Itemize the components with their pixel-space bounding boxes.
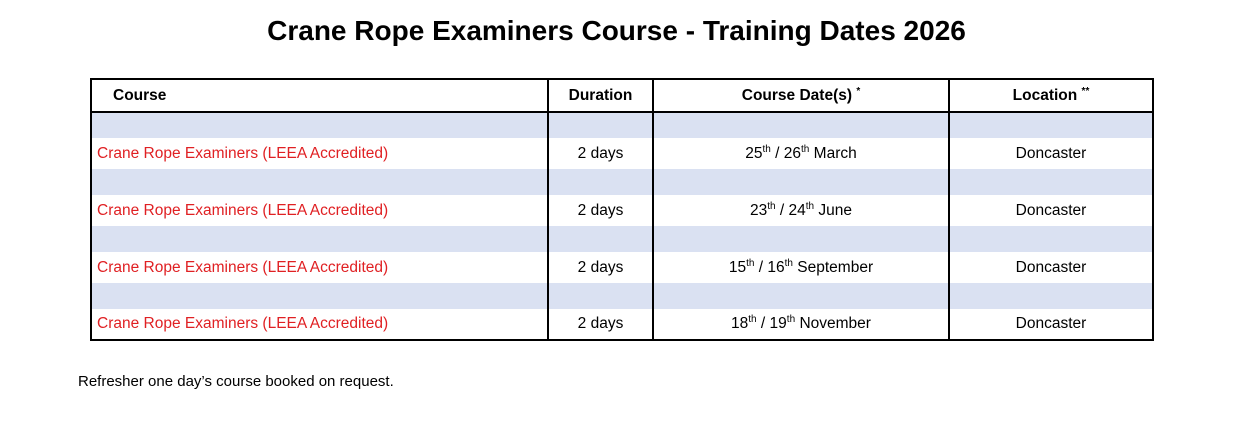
course-cell: Crane Rope Examiners (LEEA Accredited) [90, 309, 549, 340]
header-course-dates: Course Date(s) * [652, 79, 950, 113]
dates-cell: 23th / 24th June [652, 195, 950, 226]
location-cell: Doncaster [948, 138, 1154, 169]
dates-cell: 15th / 16th September [652, 252, 950, 283]
duration-cell: 2 days [547, 138, 654, 169]
location-cell: Doncaster [948, 195, 1154, 226]
header-duration: Duration [547, 79, 654, 113]
location-footnote-mark: ** [1081, 85, 1090, 97]
training-dates-table: Course Duration Course Date(s) * Locatio… [90, 78, 1154, 341]
course-cell: Crane Rope Examiners (LEEA Accredited) [90, 195, 549, 226]
duration-cell: 2 days [547, 252, 654, 283]
spacer-row [90, 112, 1154, 138]
dates-cell: 25th / 26th March [652, 138, 950, 169]
dates-cell: 18th / 19th November [652, 309, 950, 340]
header-location-label: Location [1012, 86, 1078, 104]
header-location: Location ** [948, 79, 1154, 113]
page-title: Crane Rope Examiners Course - Training D… [267, 15, 966, 46]
spacer-row [90, 226, 1154, 252]
header-course: Course [90, 79, 549, 113]
spacer-row [90, 283, 1154, 309]
table-row: Crane Rope Examiners (LEEA Accredited) 2… [90, 138, 1154, 169]
table-row: Crane Rope Examiners (LEEA Accredited) 2… [90, 195, 1154, 226]
course-cell: Crane Rope Examiners (LEEA Accredited) [90, 252, 549, 283]
header-course-dates-label: Course Date(s) [741, 86, 853, 104]
duration-cell: 2 days [547, 195, 654, 226]
table-row: Crane Rope Examiners (LEEA Accredited) 2… [90, 252, 1154, 283]
footnote: Refresher one day’s course booked on req… [78, 373, 394, 390]
duration-cell: 2 days [547, 309, 654, 340]
spacer-row [90, 169, 1154, 195]
dates-footnote-mark: * [856, 85, 861, 97]
course-cell: Crane Rope Examiners (LEEA Accredited) [90, 138, 549, 169]
location-cell: Doncaster [948, 252, 1154, 283]
table-row: Crane Rope Examiners (LEEA Accredited) 2… [90, 309, 1154, 340]
location-cell: Doncaster [948, 309, 1154, 340]
header-row: Course Duration Course Date(s) * Locatio… [90, 79, 1154, 113]
